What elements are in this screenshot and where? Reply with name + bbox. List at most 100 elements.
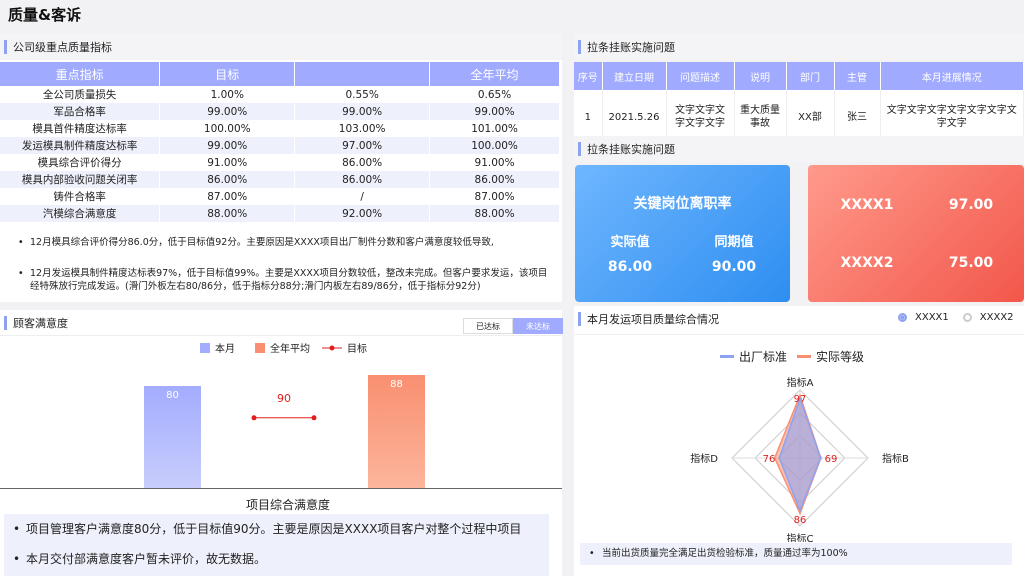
table-cell: 99.00%: [294, 103, 431, 120]
radar-notes: 当前出货质量完全满足出货检验标准，质量通过率为100%: [580, 543, 1012, 565]
radio-label-1: XXXX1: [915, 312, 949, 323]
issue-col-header: 序号: [574, 62, 603, 90]
bar-month: [144, 385, 201, 488]
issue-col-header: 主管: [834, 62, 881, 90]
radar-series-standard: [778, 396, 822, 513]
issue-col-header: 说明: [734, 62, 787, 90]
table-cell: 103.00%: [294, 120, 431, 137]
table-cell: 97.00%: [294, 137, 431, 154]
radar-indicator-label: 指标B: [882, 452, 909, 465]
table-cell: 1: [574, 90, 603, 144]
actual-value: 86.00: [607, 259, 653, 275]
metric1-value: 97.00: [948, 197, 994, 213]
kpi-col-header: [294, 62, 431, 86]
table-cell: 0.65%: [429, 86, 560, 103]
legend-label: 本月: [215, 344, 235, 355]
satisfaction-note: 项目管理客户满意度80分，低于目标值90分。主要是原因是XXXX项目客户对整个过…: [4, 514, 549, 544]
satisfaction-notes: 项目管理客户满意度80分，低于目标值90分。主要是原因是XXXX项目客户对整个过…: [4, 514, 549, 576]
legend-label: 实际等级: [816, 350, 865, 364]
toggle-not-achieved[interactable]: 未达标: [513, 318, 563, 334]
toggle-achieved[interactable]: 已达标: [463, 318, 513, 334]
table-cell: 88.00%: [159, 205, 296, 222]
radar-data-label: 86: [794, 515, 807, 526]
issue-col-header: 部门: [786, 62, 835, 90]
prev-value: 90.00: [711, 259, 757, 275]
legend-swatch-month: [200, 342, 210, 353]
kpi-section-header: 公司级重点质量指标: [0, 34, 562, 60]
table-cell: XX部: [786, 90, 835, 144]
x-axis-category: 项目综合满意度: [245, 498, 330, 512]
radar-legend: 出厂标准 实际等级: [720, 348, 864, 365]
actual-label: 实际值: [610, 235, 650, 250]
satisfaction-title: 顾客满意度: [13, 316, 68, 330]
table-row: 模具首件精度达标率 100.00% 103.00% 101.00%: [0, 120, 560, 137]
satisfaction-note: 本月交付部满意度客户暂未评价，故无数据。: [4, 544, 549, 574]
table-cell: 0.55%: [294, 86, 431, 103]
legend-line-standard: [720, 354, 734, 358]
table-cell: 91.00%: [159, 154, 296, 171]
issue-col-header: 建立日期: [602, 62, 667, 90]
turnover-card-title: 关键岗位离职率: [633, 196, 732, 212]
kpi-col-header: 全年平均: [429, 62, 560, 86]
radar-indicator-label: 指标D: [690, 452, 718, 465]
radar-data-label: 97: [794, 394, 807, 405]
cards-section-title: 拉条挂账实施问题: [587, 143, 675, 156]
x-axis-line: [0, 488, 562, 489]
kpi-notes: 12月模具综合评价得分86.0分，低于目标值92分。主要原因是XXXX项目出厂制…: [0, 236, 560, 293]
satisfaction-toggle: 已达标 未达标: [463, 318, 563, 334]
kpi-col-header: 重点指标: [0, 62, 161, 86]
radio-option-1[interactable]: [898, 313, 907, 322]
table-cell: 重大质量事故: [734, 90, 787, 144]
turnover-card: 关键岗位离职率 实际值 同期值 86.00 90.00: [575, 165, 790, 302]
legend-swatch-year: [255, 342, 265, 353]
bar-label-month: 80: [166, 389, 179, 401]
prev-label: 同期值: [714, 235, 754, 250]
table-row: 模具综合评价得分 91.00% 86.00% 91.00%: [0, 154, 560, 171]
divider: [574, 334, 1024, 335]
table-cell: 99.00%: [429, 103, 560, 120]
table-cell: 101.00%: [429, 120, 560, 137]
radio-option-2[interactable]: [962, 313, 972, 322]
table-cell: 86.00%: [429, 171, 560, 188]
table-cell: 1.00%: [159, 86, 296, 103]
issue-section-header: 拉条挂账实施问题: [574, 34, 1024, 60]
legend-line-actual: [797, 354, 812, 358]
table-cell: 87.00%: [429, 188, 560, 205]
radar-data-label: 76: [763, 454, 776, 465]
kpi-table: 重点指标 目标 全年平均 全公司质量损失 1.00% 0.55% 0.65% 军品合格…: [0, 62, 560, 222]
section-marker: [4, 40, 7, 54]
legend-label: 全年平均: [270, 344, 310, 355]
metric1-label: XXXX1: [840, 197, 894, 213]
issue-table: 序号 建立日期 问题描述 说明 部门 主管 本月进展情况 1 2021.5.26…: [574, 62, 1024, 144]
section-marker: [578, 142, 581, 156]
legend-label: 出厂标准: [739, 350, 788, 364]
table-cell: 全公司质量损失: [0, 86, 161, 103]
legend-target-marker: [322, 345, 342, 350]
table-row: 发运模具制件精度达标率 99.00% 97.00% 100.00%: [0, 137, 560, 154]
issue-col-header: 本月进展情况: [880, 62, 1024, 90]
metric2-label: XXXX2: [840, 255, 894, 271]
bar-year: [368, 375, 425, 488]
table-cell: 91.00%: [429, 154, 560, 171]
kpi-note: 12月模具综合评价得分86.0分，低于目标值92分。主要原因是XXXX项目出厂制…: [0, 236, 560, 249]
table-cell: 发运模具制件精度达标率: [0, 137, 161, 154]
kpi-col-header: 目标: [159, 62, 296, 86]
table-cell: 文字文字文字文字文字: [666, 90, 735, 144]
section-marker: [578, 40, 581, 54]
radar-data-label: 69: [825, 454, 838, 465]
satisfaction-header: 顾客满意度: [0, 310, 562, 336]
radar-section-header: 本月发运项目质量综合情况: [574, 306, 1024, 332]
table-cell: 86.00%: [294, 154, 431, 171]
table-cell: 军品合格率: [0, 103, 161, 120]
section-marker: [4, 315, 7, 330]
table-cell: 86.00%: [159, 171, 296, 188]
page-title: 质量&客诉: [8, 6, 82, 24]
table-cell: 文字文字文字文字文字文字文字文字: [880, 90, 1024, 144]
table-cell: 铸件合格率: [0, 188, 161, 205]
table-cell: 100.00%: [429, 137, 560, 154]
radar-chart: 指标A 指标B 指标C 指标D 97 69 86 76: [690, 376, 909, 542]
metric2-value: 75.00: [948, 255, 994, 271]
section-marker: [578, 312, 581, 326]
kpi-section-title: 公司级重点质量指标: [13, 41, 112, 54]
